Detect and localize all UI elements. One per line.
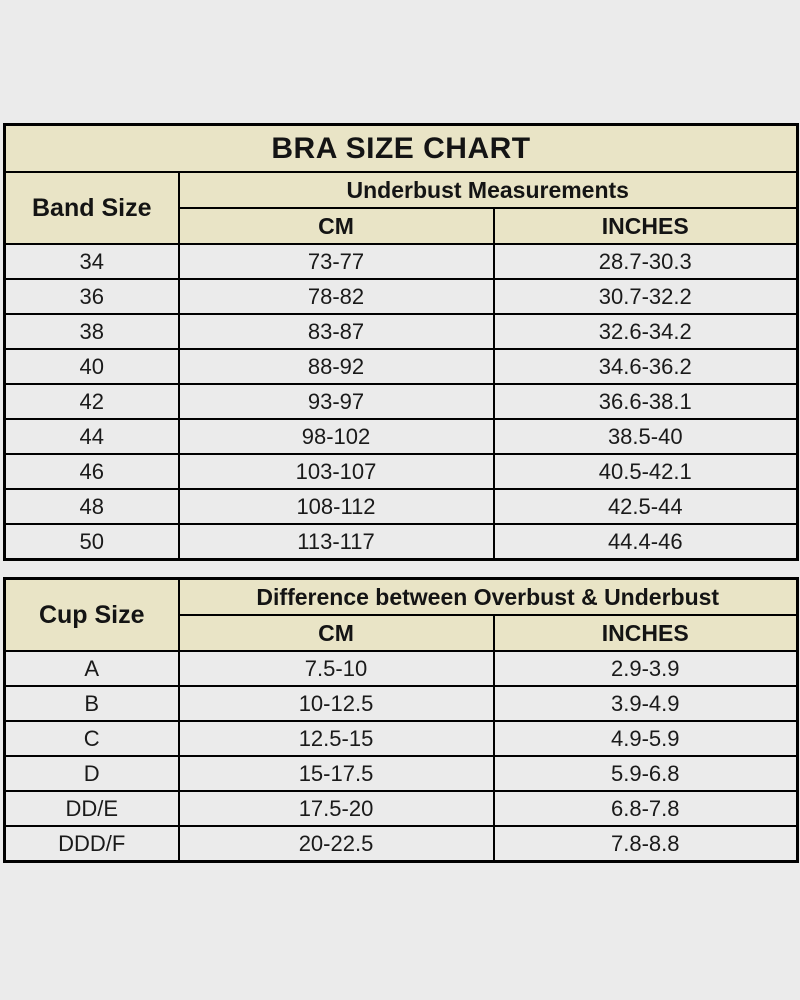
table-row: 36 78-82 30.7-32.2	[3, 278, 799, 315]
inches-cell: 34.6-36.2	[492, 348, 799, 385]
cm-cell: 17.5-20	[177, 790, 495, 827]
underbust-measurements-header: Underbust Measurements	[177, 171, 799, 209]
band-size-cell: 48	[3, 488, 180, 525]
band-size-cell: 44	[3, 418, 180, 455]
inches-cell: 5.9-6.8	[492, 755, 799, 792]
table-row: 40 88-92 34.6-36.2	[3, 348, 799, 385]
difference-header: Difference between Overbust & Underbust	[177, 577, 799, 616]
cup-size-cell: B	[3, 685, 180, 722]
cm-cell: 83-87	[177, 313, 495, 350]
table-row: B 10-12.5 3.9-4.9	[3, 685, 799, 722]
cm-cell: 10-12.5	[177, 685, 495, 722]
cup-size-cell: DD/E	[3, 790, 180, 827]
table-row: DDD/F 20-22.5 7.8-8.8	[3, 825, 799, 863]
cm-cell: 108-112	[177, 488, 495, 525]
table-row: C 12.5-15 4.9-5.9	[3, 720, 799, 757]
cm-cell: 98-102	[177, 418, 495, 455]
cm-cell: 20-22.5	[177, 825, 495, 863]
table-row: A 7.5-10 2.9-3.9	[3, 650, 799, 687]
band-size-cell: 36	[3, 278, 180, 315]
band-size-table: BRA SIZE CHART Band Size Underbust Measu…	[3, 123, 799, 561]
cup-size-cell: C	[3, 720, 180, 757]
inches-cell: 7.8-8.8	[492, 825, 799, 863]
band-size-cell: 50	[3, 523, 180, 561]
cm-cell: 12.5-15	[177, 720, 495, 757]
cm-cell: 103-107	[177, 453, 495, 490]
table-row: 48 108-112 42.5-44	[3, 488, 799, 525]
band-size-cell: 34	[3, 243, 180, 280]
table-row: 50 113-117 44.4-46	[3, 523, 799, 561]
band-size-header: Band Size	[3, 171, 180, 245]
cup-size-cell: DDD/F	[3, 825, 180, 863]
table-row: 42 93-97 36.6-38.1	[3, 383, 799, 420]
band-size-cell: 42	[3, 383, 180, 420]
cm-cell: 73-77	[177, 243, 495, 280]
inches-cell: 42.5-44	[492, 488, 799, 525]
cm-cell: 15-17.5	[177, 755, 495, 792]
inches-cell: 2.9-3.9	[492, 650, 799, 687]
unit-header-row: CM INCHES	[5, 207, 799, 245]
table-row: 34 73-77 28.7-30.3	[3, 243, 799, 280]
title-row: BRA SIZE CHART	[3, 123, 799, 173]
cup-size-table: Cup Size Difference between Overbust & U…	[3, 577, 799, 863]
cm-header: CM	[177, 614, 495, 652]
inches-cell: 4.9-5.9	[492, 720, 799, 757]
inches-cell: 44.4-46	[492, 523, 799, 561]
cup-size-header: Cup Size	[3, 577, 180, 652]
cm-header: CM	[177, 207, 495, 245]
cup-size-cell: A	[3, 650, 180, 687]
group-header-row: Cup Size Difference between Overbust & U…	[3, 577, 799, 652]
inches-header: INCHES	[492, 614, 799, 652]
band-size-cell: 46	[3, 453, 180, 490]
cm-cell: 88-92	[177, 348, 495, 385]
cm-cell: 113-117	[177, 523, 495, 561]
table-row: D 15-17.5 5.9-6.8	[3, 755, 799, 792]
inches-cell: 38.5-40	[492, 418, 799, 455]
inches-header: INCHES	[492, 207, 799, 245]
table-row: DD/E 17.5-20 6.8-7.8	[3, 790, 799, 827]
inches-cell: 32.6-34.2	[492, 313, 799, 350]
inches-cell: 40.5-42.1	[492, 453, 799, 490]
cm-cell: 78-82	[177, 278, 495, 315]
cup-size-cell: D	[3, 755, 180, 792]
inches-cell: 30.7-32.2	[492, 278, 799, 315]
inches-cell: 3.9-4.9	[492, 685, 799, 722]
inches-cell: 36.6-38.1	[492, 383, 799, 420]
unit-header-row: CM INCHES	[5, 614, 799, 652]
group-header-row: Band Size Underbust Measurements	[3, 171, 799, 245]
cm-cell: 7.5-10	[177, 650, 495, 687]
table-row: 38 83-87 32.6-34.2	[3, 313, 799, 350]
chart-title: BRA SIZE CHART	[3, 123, 799, 173]
cm-cell: 93-97	[177, 383, 495, 420]
band-size-cell: 40	[3, 348, 180, 385]
band-size-cell: 38	[3, 313, 180, 350]
inches-cell: 6.8-7.8	[492, 790, 799, 827]
table-row: 44 98-102 38.5-40	[3, 418, 799, 455]
inches-cell: 28.7-30.3	[492, 243, 799, 280]
table-row: 46 103-107 40.5-42.1	[3, 453, 799, 490]
